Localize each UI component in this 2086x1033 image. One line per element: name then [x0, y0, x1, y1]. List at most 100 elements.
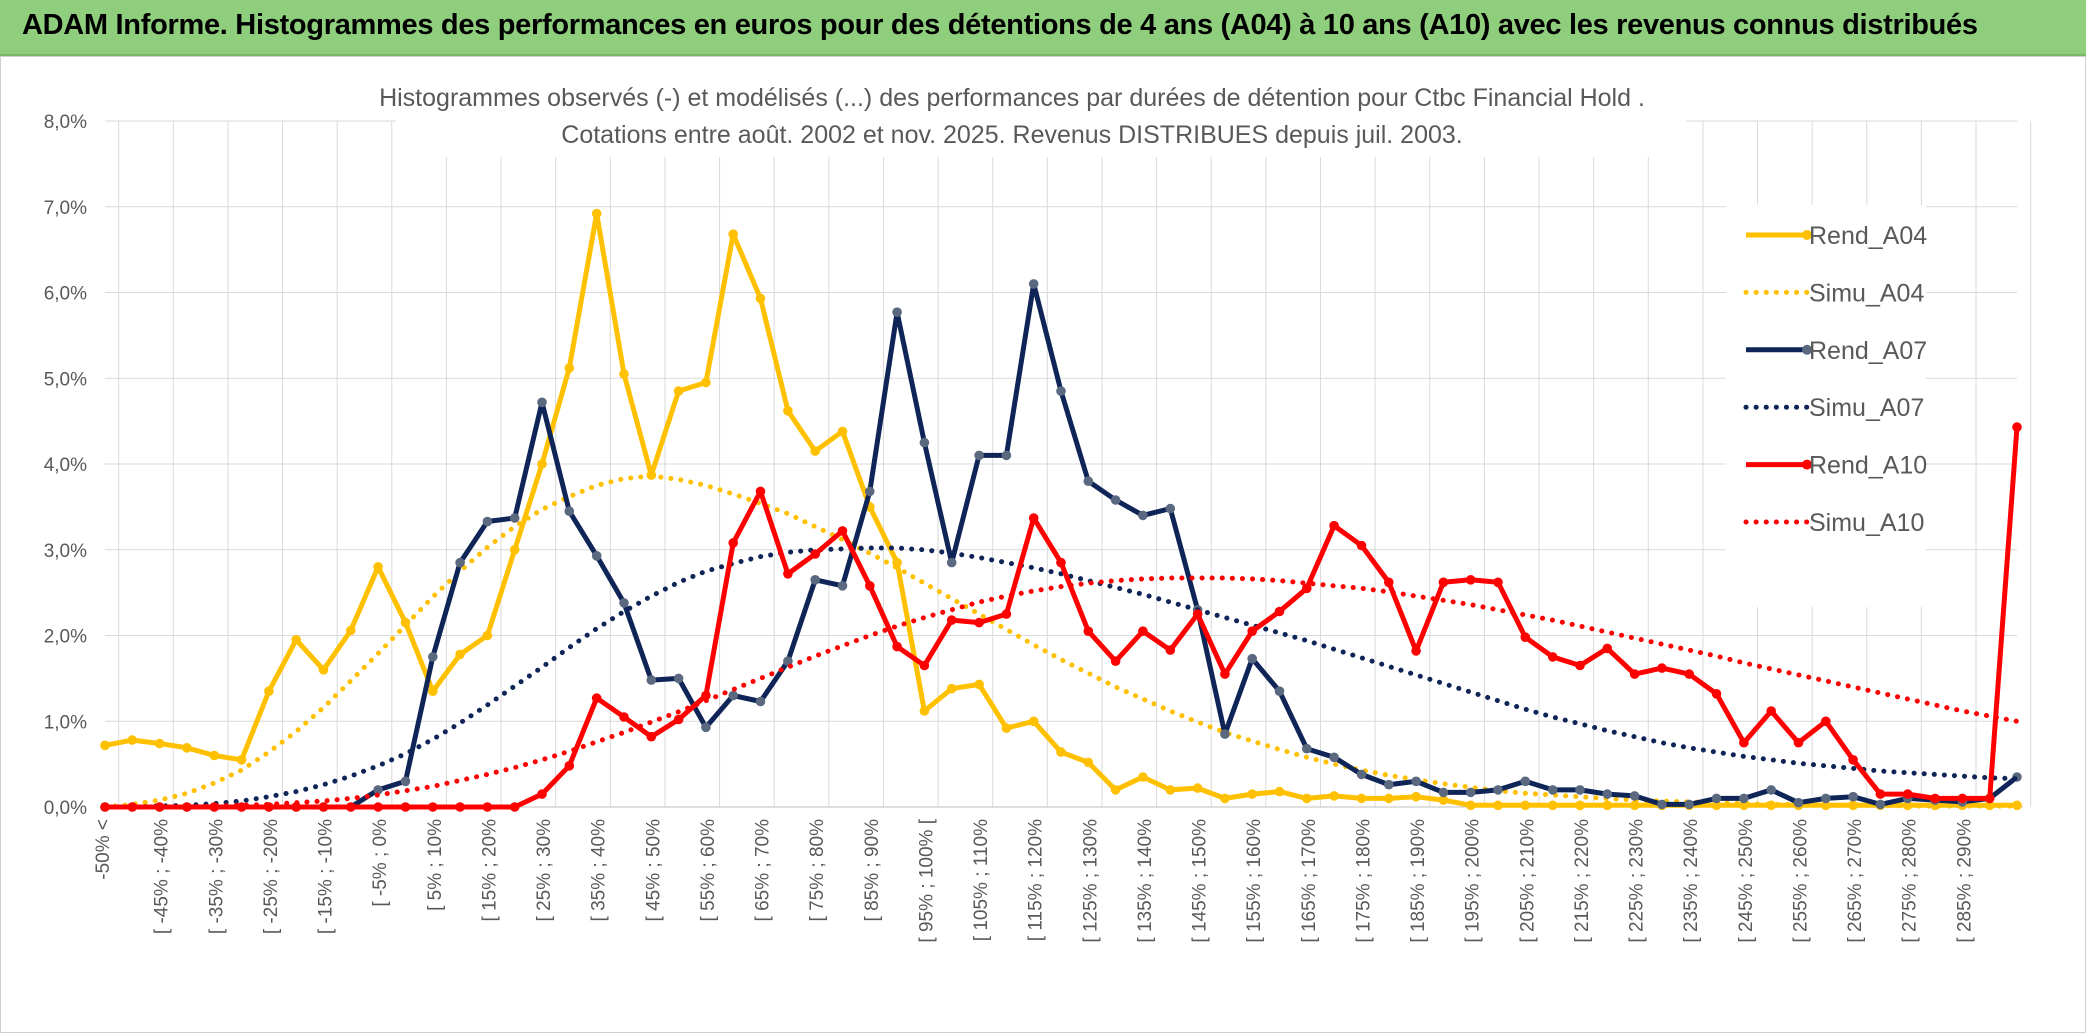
- data-point: [755, 293, 766, 304]
- data-point: [1629, 791, 1640, 801]
- data-point: [1384, 577, 1394, 588]
- data-point: [1384, 793, 1394, 804]
- data-point: [1165, 645, 1176, 655]
- data-point: [946, 615, 957, 625]
- data-point: [1848, 800, 1858, 811]
- data-point: [455, 557, 465, 568]
- data-point: [1001, 609, 1012, 619]
- data-point: [1056, 557, 1066, 568]
- data-point: [318, 802, 329, 812]
- data-point: [1056, 386, 1066, 396]
- data-point: [1821, 716, 1831, 727]
- x-tick-label: [ 125% ; 130%: [1080, 819, 1101, 943]
- legend-entry-Rend_A10: Rend_A10: [1746, 452, 1927, 480]
- data-point: [1520, 800, 1531, 811]
- data-point: [619, 712, 629, 722]
- data-point: [619, 369, 629, 379]
- data-point: [1602, 643, 1613, 654]
- data-point: [1247, 653, 1257, 664]
- x-tick-label: [ 245% ; 250%: [1736, 819, 1757, 943]
- data-point: [209, 750, 220, 761]
- x-tick-label: -50% <: [93, 819, 114, 880]
- chart-title: Histogrammes observés (-) et modélisés (…: [379, 84, 1645, 112]
- x-tick-label: [ 155% ; 160%: [1244, 819, 1265, 943]
- data-point: [837, 426, 848, 437]
- data-point: [1848, 755, 1858, 765]
- data-point: [1001, 723, 1012, 733]
- data-point: [1356, 793, 1367, 804]
- data-point: [919, 706, 930, 716]
- data-point: [646, 731, 657, 742]
- y-axis: 0,0% 1,0% 2,0% 3,0% 4,0% 5,0% 6,0% 7,0% 8,0%: [44, 112, 87, 819]
- data-point: [1028, 716, 1039, 727]
- data-point: [1110, 656, 1121, 666]
- data-point: [755, 696, 766, 707]
- data-point: [537, 789, 547, 799]
- data-point: [701, 722, 711, 733]
- x-tick-label: [ 45% ; 50%: [643, 819, 664, 922]
- x-tick-label: [ -25% ; -20%: [261, 819, 282, 934]
- data-point: [1984, 793, 1995, 804]
- data-point: [482, 516, 493, 527]
- x-tick-label: [ 255% ; 260%: [1790, 819, 1811, 943]
- y-tick-label: 7,0%: [44, 198, 87, 219]
- x-tick-label: [ -5% ; 0%: [370, 819, 391, 907]
- data-point: [783, 406, 793, 416]
- y-tick-label: 6,0%: [44, 284, 87, 305]
- data-point: [1957, 793, 1968, 804]
- x-axis: -50% < [ -45% ; -40% [ -35% ; -30% [ -25% ;…: [93, 818, 1975, 942]
- data-point: [1192, 783, 1203, 793]
- data-point: [1138, 626, 1148, 636]
- x-tick-label: [ 175% ; 180%: [1353, 819, 1374, 943]
- data-point: [1575, 785, 1585, 795]
- data-point: [1165, 503, 1176, 514]
- data-point: [673, 386, 684, 396]
- data-point: [619, 598, 629, 608]
- data-point: [564, 506, 575, 516]
- y-tick-label: 1,0%: [44, 712, 87, 733]
- x-tick-label: [ 205% ; 210%: [1517, 819, 1538, 943]
- data-point: [2012, 422, 2022, 432]
- legend-label: Simu_A04: [1809, 279, 1924, 307]
- legend-entry-Simu_A10: Simu_A10: [1743, 509, 1924, 537]
- data-point: [1356, 540, 1367, 551]
- x-tick-label: [ 135% ; 140%: [1135, 819, 1156, 943]
- data-point: [974, 679, 984, 690]
- chart-frame: 0,0% 1,0% 2,0% 3,0% 4,0% 5,0% 6,0% 7,0% 8,0% -50…: [0, 56, 2086, 1033]
- x-tick-label: [ 265% ; 270%: [1845, 819, 1866, 943]
- data-point: [591, 693, 602, 703]
- data-point: [318, 665, 329, 675]
- series-Simu_A10: [102, 575, 2020, 810]
- x-tick-label: [ 35% ; 40%: [589, 819, 610, 922]
- series-Rend_A04: [100, 208, 2022, 811]
- x-tick-label: [ 225% ; 230%: [1627, 819, 1648, 943]
- data-point: [673, 673, 684, 684]
- data-point: [728, 690, 738, 701]
- data-point: [1028, 279, 1039, 289]
- data-point: [1247, 789, 1257, 799]
- data-point: [892, 307, 902, 317]
- data-point: [755, 486, 766, 497]
- data-point: [537, 459, 547, 469]
- data-point: [1302, 743, 1312, 754]
- data-point: [100, 740, 110, 751]
- data-point: [1192, 609, 1203, 619]
- data-point: [1083, 757, 1094, 768]
- data-point: [564, 761, 575, 771]
- data-point: [1575, 660, 1585, 671]
- data-point: [701, 377, 711, 388]
- data-point: [373, 785, 383, 795]
- data-point: [1329, 791, 1339, 801]
- y-tick-label: 5,0%: [44, 369, 87, 390]
- data-point: [1083, 476, 1094, 487]
- data-point: [373, 562, 383, 572]
- data-point: [974, 450, 984, 461]
- data-point: [482, 630, 493, 641]
- data-point: [1520, 776, 1531, 787]
- data-point: [428, 802, 438, 812]
- legend-entry-Simu_A04: Simu_A04: [1743, 279, 1924, 307]
- x-tick-label: [ -45% ; -40%: [152, 819, 173, 934]
- histogram-chart: 0,0% 1,0% 2,0% 3,0% 4,0% 5,0% 6,0% 7,0% 8,0% -50…: [44, 61, 2032, 943]
- data-point: [1930, 793, 1940, 804]
- data-point: [1711, 689, 1722, 699]
